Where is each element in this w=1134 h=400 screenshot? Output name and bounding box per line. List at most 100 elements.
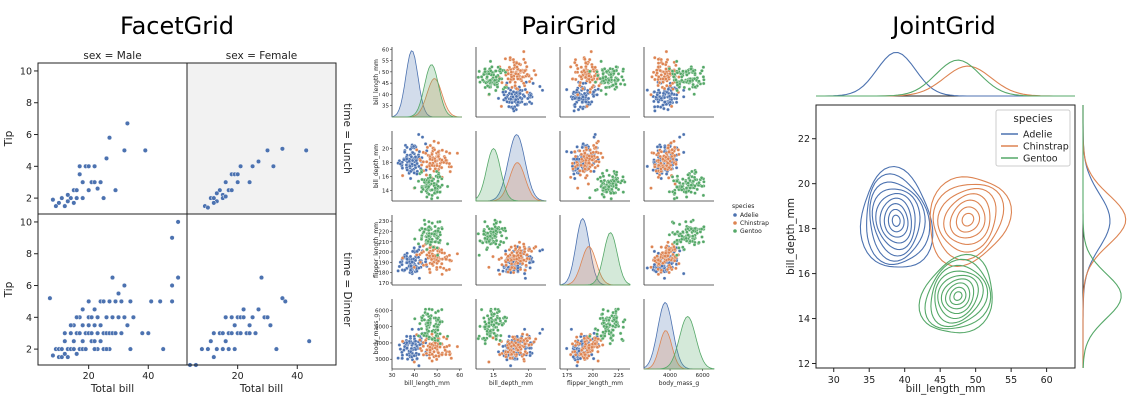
y-axis-label: Tip [3,281,15,298]
point-gentoo [598,76,603,81]
point-chinstrap [506,71,510,76]
point-gentoo [488,59,493,64]
point-gentoo [487,239,491,244]
point-chinstrap [593,65,597,70]
point-adelie [410,327,414,332]
y-tick-label: 45 [382,81,389,87]
contour-gentoo [937,274,979,320]
point-gentoo [682,85,687,90]
kde-gentoo [560,232,631,286]
point-adelie [407,159,412,163]
point-adelie [580,100,585,104]
point-chinstrap [600,343,605,347]
point-gentoo [697,79,701,84]
point-chinstrap [650,75,654,79]
point-chinstrap [659,167,663,171]
point-gentoo [614,85,619,89]
point-chinstrap [664,245,668,250]
point-chinstrap [520,261,525,266]
point-chinstrap [659,149,664,154]
point-chinstrap [427,356,432,360]
point-chinstrap [587,74,591,78]
point-gentoo [498,220,502,224]
point-gentoo [596,328,600,332]
point-gentoo [422,333,426,338]
point-chinstrap [444,352,448,357]
point-chinstrap [656,57,661,62]
point-gentoo [688,178,692,183]
y-tick-label: 16 [382,175,389,181]
scatter-point [258,275,265,281]
point-gentoo [700,235,704,239]
point-chinstrap [455,344,460,349]
point-gentoo [498,230,503,235]
scatter-point [65,198,71,204]
point-chinstrap [529,76,534,81]
point-gentoo [614,316,619,320]
contour-adelie [883,203,909,238]
point-chinstrap [428,270,432,275]
point-chinstrap [670,151,675,156]
point-gentoo [488,69,493,73]
point-chinstrap [653,165,657,169]
point-gentoo [679,188,684,192]
scatter-point [282,298,288,304]
point-adelie [575,363,579,368]
y-tick-label: 14 [798,314,810,325]
point-chinstrap [522,352,526,357]
contour-gentoo [953,291,963,301]
scatter-point [175,219,181,225]
point-chinstrap [424,173,429,177]
contour-adelie [871,188,921,257]
point-gentoo [485,224,490,229]
point-adelie [666,107,670,112]
point-chinstrap [677,152,681,157]
point-chinstrap [650,245,654,249]
point-adelie [584,100,588,104]
point-gentoo [684,219,688,224]
legend-marker [733,221,737,225]
point-chinstrap [600,155,605,160]
point-gentoo [621,190,626,194]
pairgrid-title: PairGrid [521,12,616,40]
scatter-point [77,163,83,169]
point-chinstrap [514,86,519,91]
scatter-point [211,354,217,360]
point-gentoo [423,307,428,312]
point-adelie [409,169,413,174]
scatter-point [74,314,80,320]
point-gentoo [606,309,610,313]
point-gentoo [485,231,490,235]
point-adelie [411,144,416,149]
point-chinstrap [666,240,670,245]
point-chinstrap [532,68,536,73]
point-adelie [415,356,419,361]
point-adelie [396,269,400,273]
point-chinstrap [508,356,512,360]
point-chinstrap [527,336,532,341]
scatter-point [169,235,175,241]
point-adelie [405,346,409,350]
scatter-point [77,171,83,177]
point-chinstrap [440,158,444,162]
point-chinstrap [666,157,671,161]
point-chinstrap [590,85,594,90]
point-gentoo [440,177,444,181]
point-gentoo [616,187,621,192]
point-gentoo [681,177,685,181]
point-gentoo [416,334,421,338]
scatter-point [74,187,80,193]
scatter-point [115,290,122,297]
point-chinstrap [662,86,667,91]
point-gentoo [612,191,616,195]
x-tick-label: 175 [562,373,573,379]
point-gentoo [603,85,608,90]
point-chinstrap [509,245,513,249]
scatter-point [71,200,77,206]
point-gentoo [614,173,619,177]
point-adelie [518,95,522,100]
point-chinstrap [672,258,677,263]
point-chinstrap [578,80,583,85]
point-gentoo [493,218,497,222]
point-gentoo [693,184,697,188]
